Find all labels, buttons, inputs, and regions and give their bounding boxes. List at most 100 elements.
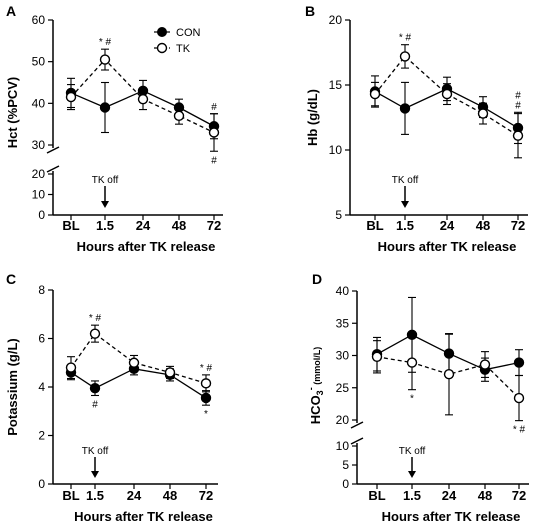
y-axis-title: Hct (%PCV) [5, 77, 20, 149]
y-tick-label: 25 [336, 381, 350, 395]
data-point-tk [89, 328, 101, 339]
data-point-tk [65, 362, 77, 373]
tk-off-arrowhead [401, 201, 409, 208]
x-tick-label: BL [368, 488, 385, 503]
data-point-tk [406, 357, 418, 368]
data-point-tk [173, 110, 185, 122]
legend-marker-tk [156, 42, 168, 54]
axis-break-mark [46, 146, 60, 154]
series-line-con [70, 368, 207, 399]
x-tick-label: 24 [440, 218, 455, 233]
x-axis-title: Hours after TK release [378, 239, 517, 254]
y-axis-title-part: HCO [308, 395, 323, 424]
x-tick-label: 72 [207, 218, 221, 233]
data-point-tk [128, 357, 140, 368]
y-tick-label: 4 [38, 380, 45, 394]
y-tick-label: 0 [38, 477, 45, 491]
y-tick-label: 50 [32, 55, 46, 69]
tk-off-label: TK off [82, 446, 109, 457]
legend-label-con: CON [176, 27, 201, 39]
panel-letter: D [312, 271, 322, 287]
data-point-con [99, 102, 111, 113]
legend-marker-con [157, 27, 167, 37]
x-tick-label: 48 [172, 218, 186, 233]
data-point-tk [200, 378, 212, 389]
significance-mark: * # [200, 363, 213, 374]
data-point-con [399, 103, 411, 114]
x-tick-label: 48 [476, 218, 490, 233]
y-tick-label: 20 [336, 413, 350, 427]
y-tick-label: 2 [38, 429, 45, 443]
y-axis-title: Potassium (g/L) [5, 338, 20, 436]
data-point-tk [208, 127, 220, 138]
data-point-tk [443, 369, 455, 380]
tk-off-arrowhead [91, 471, 99, 478]
y-tick-label: 6 [38, 332, 45, 346]
y-tick-label: 10 [329, 143, 343, 157]
y-tick-label: 40 [336, 284, 350, 298]
panel-letter: B [305, 3, 315, 19]
significance-mark: # [92, 399, 98, 410]
significance-mark: * # [99, 37, 112, 48]
x-tick-label: 1.5 [396, 218, 414, 233]
tk-off-label: TK off [392, 175, 419, 186]
y-tick-label: 8 [38, 283, 45, 297]
significance-mark: * [410, 394, 414, 405]
panel-a: A 30 40 50 60 0 10 20 BL 1.5 24 48 72 Hours after TK … [5, 3, 223, 254]
significance-mark: # [515, 90, 521, 101]
y-axis-title-part: - [306, 387, 316, 390]
y-axis-title-part: (mmol/L) [312, 347, 322, 388]
significance-mark: * # [513, 425, 526, 436]
data-point-tk [371, 351, 383, 362]
x-tick-label: 48 [478, 488, 492, 503]
panel-letter: A [6, 3, 16, 19]
data-point-con [200, 392, 212, 404]
x-tick-label: 48 [163, 488, 177, 503]
data-point-tk [513, 392, 525, 404]
x-tick-label: 24 [136, 218, 151, 233]
y-axis-title-part: 3 [315, 390, 325, 395]
x-axis-title: Hours after TK release [74, 509, 213, 524]
x-tick-label: 72 [511, 218, 525, 233]
data-point-tk [137, 93, 149, 105]
x-axis-title: Hours after TK release [77, 239, 216, 254]
axis-break-mark [350, 437, 364, 445]
significance-mark: * # [89, 313, 102, 324]
data-point-tk [512, 130, 524, 141]
y-tick-label: 60 [32, 13, 46, 27]
y-tick-label: 10 [32, 188, 46, 202]
y-axis-title: HCO3- (mmol/L) [306, 347, 325, 424]
y-tick-label: 5 [335, 208, 342, 222]
data-point-con [513, 357, 525, 368]
x-tick-label: BL [62, 218, 79, 233]
significance-mark: # [211, 102, 217, 113]
series-line-tk [376, 356, 520, 399]
x-tick-label: 1.5 [86, 488, 104, 503]
y-tick-label: 35 [336, 316, 350, 330]
x-tick-label: 1.5 [96, 218, 114, 233]
x-tick-label: 24 [442, 488, 457, 503]
y-tick-label: 30 [336, 349, 350, 363]
data-point-tk [479, 359, 491, 370]
y-tick-label: 30 [32, 138, 46, 152]
axis-break-mark [46, 165, 60, 173]
tk-off-label: TK off [399, 446, 426, 457]
significance-mark: * # [399, 33, 412, 44]
significance-mark: # [515, 100, 521, 111]
data-point-tk [369, 88, 381, 100]
data-point-tk [441, 88, 453, 100]
data-point-tk [99, 54, 111, 65]
data-point-tk [399, 51, 411, 62]
y-tick-label: 20 [32, 167, 46, 181]
y-tick-label: 15 [329, 78, 343, 92]
data-point-tk [65, 91, 77, 103]
x-tick-label: 72 [199, 488, 213, 503]
y-tick-label: 10 [336, 439, 350, 453]
significance-mark: # [211, 155, 217, 166]
y-tick-label: 5 [342, 458, 349, 472]
y-tick-label: 20 [329, 13, 343, 27]
data-point-tk [477, 108, 489, 119]
series-line-tk [70, 332, 207, 384]
